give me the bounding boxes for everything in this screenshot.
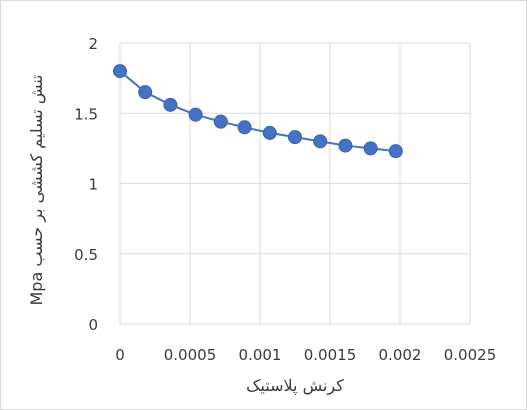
- series: [113, 64, 403, 159]
- x-axis-title: کرنش پلاستیک: [246, 376, 344, 396]
- x-tick-label: 0.0005: [164, 346, 217, 364]
- x-tick-label: 0.0025: [444, 346, 497, 364]
- data-point: [288, 130, 302, 145]
- data-point: [388, 144, 403, 159]
- y-tick-label: 1.5: [74, 105, 98, 123]
- data-point: [138, 85, 153, 100]
- data-point: [188, 107, 203, 122]
- y-tick-label: 1: [88, 176, 98, 194]
- x-tick-label: 0.002: [379, 346, 422, 364]
- x-tick-label: 0.0015: [304, 346, 357, 364]
- data-point: [163, 97, 178, 112]
- data-point: [237, 120, 252, 135]
- grid: [119, 42, 471, 325]
- data-point: [338, 138, 353, 153]
- series-line: [119, 70, 396, 153]
- data-point: [262, 125, 277, 140]
- x-tick-labels: 0 0.0005 0.001 0.0015 0.002 0.0025: [115, 346, 496, 364]
- data-point: [313, 134, 328, 149]
- y-tick-label: 2: [88, 35, 98, 53]
- y-tick-labels: 0 0.5 1 1.5 2: [74, 35, 98, 334]
- data-point: [213, 114, 228, 129]
- data-point: [363, 141, 378, 156]
- y-axis-title: تنش تسلیم کششی بر حسب Mpa: [27, 74, 47, 305]
- data-point: [113, 64, 127, 79]
- y-tick-label: 0.5: [74, 246, 98, 264]
- y-tick-label: 0: [88, 316, 98, 334]
- x-tick-label: 0: [115, 346, 125, 364]
- x-tick-label: 0.001: [239, 346, 282, 364]
